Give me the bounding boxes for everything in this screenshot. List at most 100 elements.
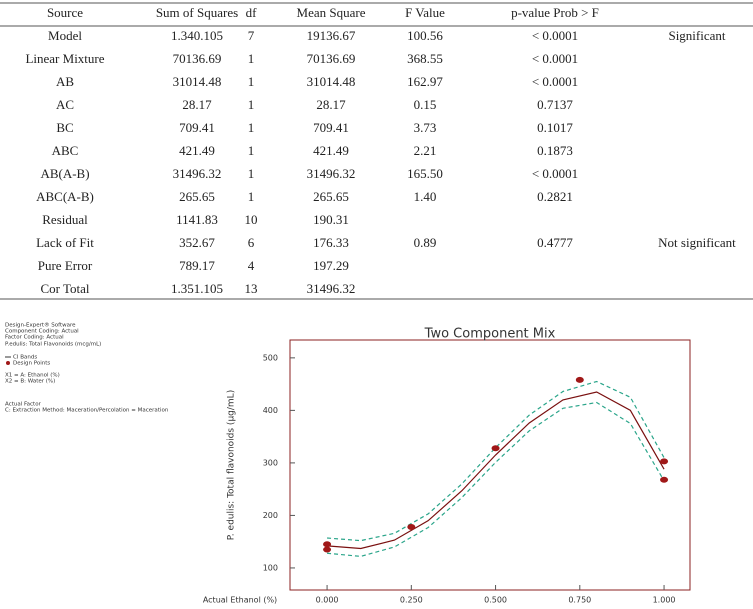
ci-band-lower [327,401,665,557]
y-tick-label: 200 [263,511,278,520]
design-point [407,523,416,530]
table-cell: < 0.0001 [532,166,578,181]
legend-label: Design Points [13,361,50,367]
table-cell: 709.41 [179,120,215,135]
x-tick-label: 0.250 [400,596,423,605]
table-cell: 0.1873 [537,143,573,158]
note: C: Extraction Method: Maceration/Percola… [5,408,169,414]
table-cell: 421.49 [179,143,215,158]
table-cell: AB(A-B) [40,166,89,181]
x-tick-label: 0.750 [568,596,591,605]
note: X1 = A: Ethanol (%) [5,373,60,379]
chart-title: Two Component Mix [424,327,556,342]
table-cell: 0.1017 [537,120,573,135]
note: Actual Factor [5,402,42,408]
y-tick-label: 500 [263,353,278,362]
design-point [575,376,584,383]
table-cell: 789.17 [179,258,215,273]
note: P.edulis: Total Flavonoids (mcg/mL) [5,342,101,348]
table-cell: 1 [248,120,255,135]
table-cell: 1141.83 [176,212,218,227]
y-axis-label: P. edulis: Total flavonoids (µg/mL) [227,390,237,540]
table-cell: Model [48,28,82,43]
y-tick-label: 100 [263,563,278,572]
column-header: Sum of Squares [156,5,238,20]
table-cell: 0.15 [414,97,437,112]
table-cell: 31496.32 [307,281,356,296]
table-cell: < 0.0001 [532,51,578,66]
table-cell: Not significant [658,235,736,250]
table-cell: 368.55 [407,51,443,66]
design-point [323,541,332,548]
table-cell: ABC(A-B) [36,189,94,204]
table-cell: 7 [248,28,255,43]
table-cell: Lack of Fit [36,235,94,250]
column-header: F Value [405,5,445,20]
ci-band-upper [327,380,665,542]
table-cell: Significant [668,28,725,43]
note: Factor Coding: Actual [5,335,64,341]
column-header: df [246,5,258,20]
table-cell: 31014.48 [173,74,222,89]
column-header: p-value Prob > F [511,5,599,20]
plot-frame [289,339,691,591]
note: X2 = B: Water (%) [5,379,55,385]
table-cell: 265.65 [313,189,349,204]
table-cell: 176.33 [313,235,349,250]
table-cell: 70136.69 [173,51,222,66]
table-cell: 1.40 [414,189,437,204]
x-tick-label: 1.000 [653,596,676,605]
legend-label: CI Bands [13,355,37,361]
table-cell: < 0.0001 [532,74,578,89]
fit-line [327,391,665,550]
design-point [491,445,500,452]
y-tick-label: 400 [263,406,278,415]
table-cell: 3.73 [414,120,437,135]
table-cell: 28.17 [182,97,212,112]
design-point [660,458,669,465]
table-cell: 0.7137 [537,97,573,112]
table-cell: 100.56 [407,28,443,43]
note: Design-Expert® Software [5,322,76,329]
table-cell: Pure Error [38,258,93,273]
table-cell: 1.340.105 [171,28,223,43]
column-header: Mean Square [297,5,366,20]
anova-table: Source Sum of Squares df Mean Square F Value… [0,2,753,300]
table-cell: AB [56,74,74,89]
note: Component Coding: Actual [5,329,79,335]
table-cell: 1 [248,97,255,112]
table-cell: 1 [248,143,255,158]
column-header: Source [47,5,83,20]
table-cell: Linear Mixture [25,51,104,66]
table-cell: 709.41 [313,120,349,135]
design-point [660,476,669,483]
table-cell: 1 [248,189,255,204]
legend-swatch [6,361,10,365]
design-point [323,546,332,553]
table-cell: 1 [248,166,255,181]
table-cell: 70136.69 [307,51,356,66]
table-cell: 31496.32 [173,166,222,181]
table-cell: 13 [245,281,258,296]
table-cell: 165.50 [407,166,443,181]
table-cell: ABC [52,143,79,158]
table-cell: 190.31 [313,212,349,227]
table-cell: 197.29 [313,258,349,273]
table-cell: 352.67 [179,235,215,250]
table-cell: 265.65 [179,189,215,204]
table-cell: AC [56,97,74,112]
table-cell: BC [56,120,73,135]
table-cell: 162.97 [407,74,443,89]
table-cell: 10 [245,212,258,227]
table-cell: 421.49 [313,143,349,158]
table-cell: 1.351.105 [171,281,223,296]
x-tick-label: 0.500 [484,596,507,605]
table-cell: 1 [248,74,255,89]
table-cell: Residual [42,212,88,227]
table-cell: 2.21 [414,143,437,158]
table-cell: 31014.48 [307,74,356,89]
table-cell: 0.4777 [537,235,573,250]
table-cell: 0.89 [414,235,437,250]
x-tick-label: 0.000 [316,596,339,605]
